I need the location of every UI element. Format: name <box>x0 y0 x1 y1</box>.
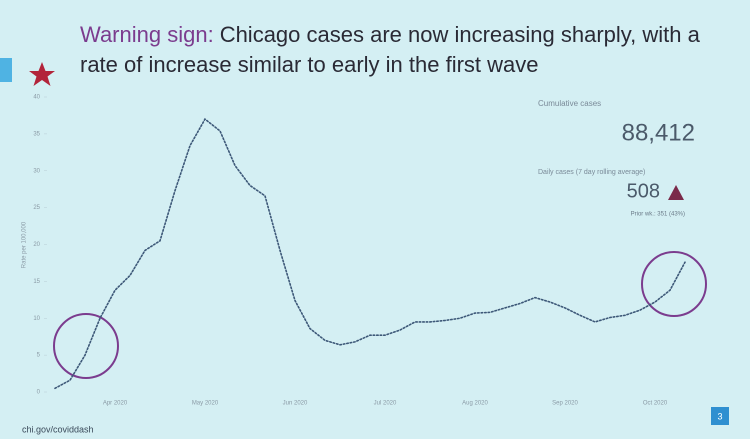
x-tick-label: Sep 2020 <box>552 401 578 407</box>
stat-label: Daily cases (7 day rolling average) <box>538 169 645 176</box>
x-tick-label: Jul 2020 <box>374 401 397 407</box>
y-tick-label: 30 <box>33 168 40 174</box>
chart-title: Warning sign: Chicago cases are now incre… <box>80 22 701 47</box>
page-box <box>711 407 729 425</box>
y-tick-label: 0 <box>37 390 41 396</box>
stat-value: 88,412 <box>622 119 695 146</box>
footer: chi.gov/coviddash <box>22 424 94 434</box>
y-tick-label: 5 <box>37 353 41 359</box>
data-line <box>54 117 686 390</box>
trend-arrow <box>668 185 684 200</box>
title-text: Chicago cases are now increasing sharply… <box>220 22 701 47</box>
highlight-circle <box>53 313 119 379</box>
x-tick-label: Jun 2020 <box>283 401 308 407</box>
chart-title: rate of increase similar to early in the… <box>80 52 539 77</box>
x-tick-label: May 2020 <box>192 401 219 407</box>
y-tick-label: 20 <box>33 242 40 248</box>
y-tick-label: 10 <box>33 316 40 322</box>
x-tick-label: Apr 2020 <box>103 401 128 407</box>
page-number: 3 <box>717 411 722 421</box>
x-tick-label: Aug 2020 <box>462 401 488 407</box>
stat-label: Cumulative cases <box>538 99 601 108</box>
side-tab <box>0 58 12 82</box>
y-tick-label: 35 <box>33 131 40 137</box>
y-tick-label: 15 <box>33 279 40 285</box>
highlight-circle <box>641 251 707 317</box>
y-tick-label: 25 <box>33 205 40 211</box>
y-tick-label: 40 <box>33 95 40 101</box>
stat-note: Prior wk.: 351 (43%) <box>631 212 685 218</box>
title-lead: Warning sign: <box>80 22 214 47</box>
stat-value: 508 <box>627 180 660 202</box>
x-tick-label: Oct 2020 <box>643 401 668 407</box>
star-icon <box>29 62 55 86</box>
y-axis-label: Rate per 100,000 <box>22 221 28 268</box>
